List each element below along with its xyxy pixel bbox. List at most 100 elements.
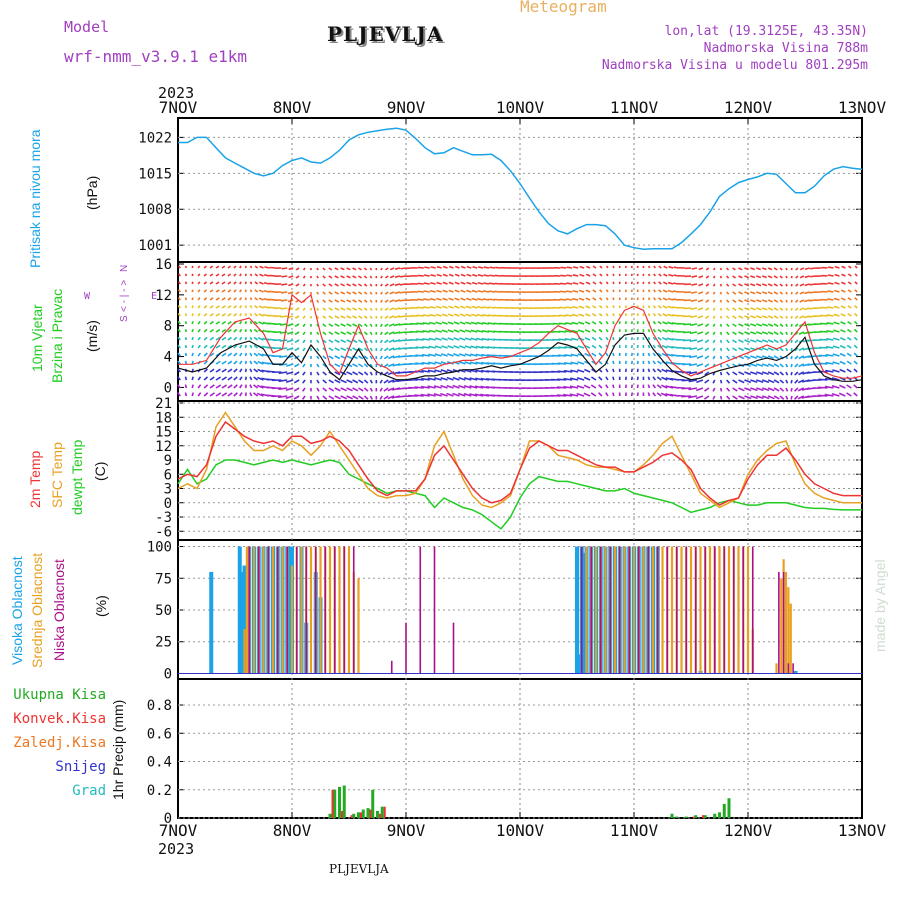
wind-vector xyxy=(427,369,436,373)
wind-vector xyxy=(698,275,704,279)
wind-vector xyxy=(268,298,276,301)
wind-vector xyxy=(719,283,723,287)
wind-vector xyxy=(352,323,358,327)
wind-vector xyxy=(612,313,615,317)
precip-unit-label: 1hr Precip (mm) xyxy=(110,700,126,800)
wind-vector xyxy=(779,387,785,392)
wind-vector xyxy=(854,281,858,285)
wind-vector xyxy=(773,299,779,303)
wind-vector xyxy=(316,363,320,368)
wind-vector xyxy=(591,328,597,333)
wind-vector xyxy=(369,387,374,392)
cloud-bar-2 xyxy=(599,546,602,674)
wind-vector xyxy=(334,331,340,335)
wind-vector xyxy=(302,339,306,344)
wind-vector xyxy=(470,337,478,341)
wind-vector xyxy=(556,394,567,397)
wind-vector xyxy=(388,347,395,352)
wind-vector xyxy=(465,329,472,333)
x-tick-label-top: 7NOV xyxy=(159,98,198,117)
wind-vector xyxy=(750,283,756,287)
wind-vector xyxy=(732,331,737,336)
wind-vector xyxy=(756,299,762,303)
y-tick-label-pressure: 1022 xyxy=(138,130,172,146)
wind-vector xyxy=(779,339,784,344)
wind-vector xyxy=(469,393,478,397)
wind-vector xyxy=(750,267,755,271)
wind-vector xyxy=(761,299,768,303)
wind-vector xyxy=(176,392,181,397)
wind-vector xyxy=(854,265,858,269)
wind-vector xyxy=(352,371,359,376)
wind-vector xyxy=(184,313,188,317)
wind-vector xyxy=(647,328,651,333)
wind-vector xyxy=(652,376,657,381)
wind-vector xyxy=(254,281,259,285)
wind-vector xyxy=(832,353,840,357)
wind-vector xyxy=(197,265,201,269)
wind-vector xyxy=(458,376,466,381)
wind-vector xyxy=(719,299,723,303)
wind-vector xyxy=(421,377,430,381)
wind-vector xyxy=(704,355,710,360)
wind-vector xyxy=(592,265,597,269)
wind-vector xyxy=(663,273,668,277)
wind-vector xyxy=(340,275,345,279)
wind-vector xyxy=(340,283,345,287)
wind-vector xyxy=(203,352,208,357)
wind-vector xyxy=(334,275,339,279)
wind-vector xyxy=(203,289,208,293)
cloud-bar-1 xyxy=(243,629,246,674)
model-name: wrf-nmm_v3.9.1 e1km xyxy=(64,47,248,66)
wind-vector xyxy=(790,323,793,327)
wind-vector xyxy=(657,352,662,357)
wind-vector xyxy=(452,376,460,381)
wind-vector xyxy=(379,307,383,311)
compass-north: N xyxy=(119,265,130,272)
wind-vector xyxy=(459,329,466,333)
wind-vector xyxy=(585,289,591,293)
wind-vector xyxy=(280,315,288,318)
wind-vector xyxy=(421,353,430,357)
wind-vector xyxy=(249,344,253,349)
wind-vector xyxy=(761,307,768,311)
wind-vector xyxy=(281,275,288,278)
wind-vector xyxy=(761,315,768,319)
wind-vector xyxy=(779,275,783,279)
wind-vector xyxy=(328,307,333,311)
wind-vector xyxy=(177,352,181,357)
wind-vector xyxy=(767,363,775,368)
wind-vector xyxy=(719,395,723,400)
wind-vector xyxy=(853,392,858,397)
wind-vector xyxy=(423,282,430,285)
cloud-bar-2 xyxy=(609,546,612,674)
wind-vector xyxy=(414,394,424,397)
wind-vector xyxy=(295,267,300,271)
precip-legend-1: Konvek.Kisa xyxy=(13,711,106,727)
temp2m-line xyxy=(177,420,862,506)
wind-vector xyxy=(389,299,395,303)
wind-vector xyxy=(295,291,300,295)
wind-vector xyxy=(750,363,758,367)
wind-vector xyxy=(253,392,259,397)
wind-vector xyxy=(429,313,436,317)
wind-vector xyxy=(184,352,188,357)
wind-vector xyxy=(690,323,698,327)
wind-vector xyxy=(334,379,341,384)
wind-vector xyxy=(294,339,300,344)
wind-vector xyxy=(475,345,484,349)
wind-vector xyxy=(294,363,300,368)
wind-vector xyxy=(184,384,188,389)
wind-vector xyxy=(197,352,201,357)
wind-vector xyxy=(416,306,424,309)
wind-vector xyxy=(393,307,401,311)
wind-vector xyxy=(738,291,743,295)
wind-vector xyxy=(177,336,181,341)
wind-vector xyxy=(400,275,407,278)
wind-vector xyxy=(667,305,674,309)
wind-vector xyxy=(221,328,227,333)
wind-vector xyxy=(447,321,454,325)
wind-vector xyxy=(779,331,784,336)
wind-vector xyxy=(302,347,306,352)
wind-vector xyxy=(779,315,784,320)
